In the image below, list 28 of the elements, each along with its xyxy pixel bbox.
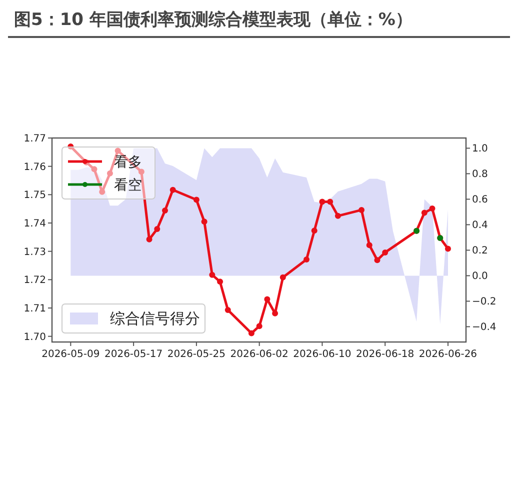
- y-tick-label: 1.72: [24, 275, 46, 286]
- x-tick-label: 2026-05-25: [167, 349, 226, 360]
- y2-tick-label: −0.2: [472, 296, 496, 308]
- x-tick-label: 2026-06-26: [418, 349, 478, 360]
- x-tick-label: 2026-06-18: [356, 349, 414, 360]
- y-tick-label: 1.70: [24, 332, 46, 343]
- legend-label: 看多: [114, 154, 142, 170]
- y-tick-label: 1.71: [24, 304, 46, 314]
- x-tick-label: 2026-06-10: [293, 349, 352, 360]
- y2-tick-label: 0.8: [472, 169, 488, 180]
- y2-tick-label: 0.0: [472, 271, 488, 282]
- y-tick-label: 1.74: [24, 218, 46, 230]
- y-tick-label: 1.73: [24, 246, 46, 258]
- y-tick-label: 1.75: [24, 190, 46, 202]
- y-tick-label: 1.76: [24, 162, 46, 173]
- x-tick-label: 2026-05-17: [104, 349, 163, 360]
- y2-tick-label: 0.4: [472, 220, 488, 232]
- y-tick-label: 1.77: [24, 134, 46, 144]
- y2-tick-label: 1.0: [472, 144, 488, 155]
- title: 图5：10 年国债利率预测综合模型表现（单位：%）: [14, 10, 412, 30]
- y2-tick-label: 0.2: [472, 246, 488, 257]
- legend-label: 看空: [114, 178, 142, 194]
- x-tick-label: 2026-06-02: [230, 349, 288, 360]
- y2-tick-label: −0.4: [472, 322, 496, 334]
- legend-area: 综合信号得分: [62, 304, 206, 334]
- legend-label: 综合信号得分: [110, 310, 200, 328]
- x-tick-label: 2026-05-09: [42, 349, 100, 360]
- y2-tick-label: 0.6: [472, 194, 488, 206]
